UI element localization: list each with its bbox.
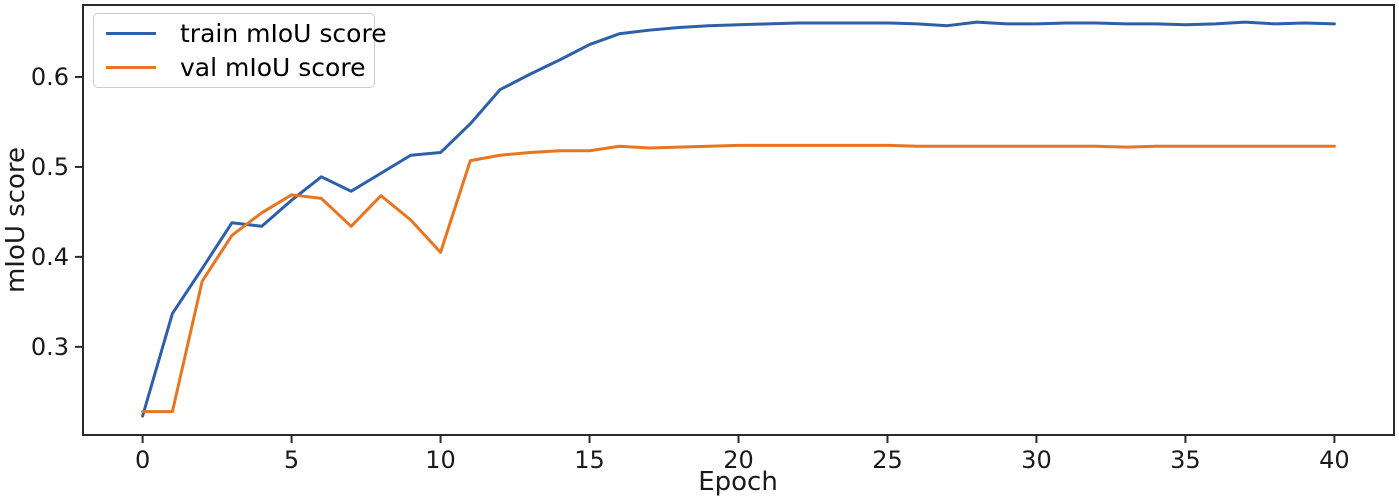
legend-label-train: train mIoU score — [180, 18, 387, 48]
y-tick-label: 0.4 — [31, 243, 69, 271]
x-tick-label: 40 — [1319, 446, 1350, 474]
x-axis-label: Epoch — [698, 467, 778, 497]
x-tick-label: 20 — [723, 446, 754, 474]
x-tick-label: 15 — [574, 446, 605, 474]
legend-item-train: train mIoU score — [106, 16, 387, 50]
x-tick-label: 30 — [1021, 446, 1052, 474]
y-tick-label: 0.6 — [31, 63, 69, 91]
y-tick-label: 0.5 — [31, 153, 69, 181]
y-tick-label: 0.3 — [31, 333, 69, 361]
x-tick-label: 35 — [1170, 446, 1201, 474]
x-tick-label: 25 — [872, 446, 903, 474]
axis-ticks: 0 5 10 15 20 25 30 35 40 0.3 0.4 0.5 0.6 — [31, 63, 1350, 474]
legend: train mIoU score val mIoU score — [93, 13, 387, 88]
x-tick-label: 0 — [135, 446, 150, 474]
legend-item-val: val mIoU score — [106, 51, 366, 85]
series-line-1 — [141, 143, 1336, 414]
y-axis-label: mIoU score — [1, 147, 31, 293]
x-tick-label: 10 — [425, 446, 456, 474]
legend-label-val: val mIoU score — [180, 53, 366, 83]
val-line-swatch — [106, 66, 156, 70]
series-line-0 — [141, 20, 1336, 418]
data-series — [141, 20, 1336, 418]
train-line-swatch — [106, 31, 156, 35]
x-tick-label: 5 — [284, 446, 299, 474]
